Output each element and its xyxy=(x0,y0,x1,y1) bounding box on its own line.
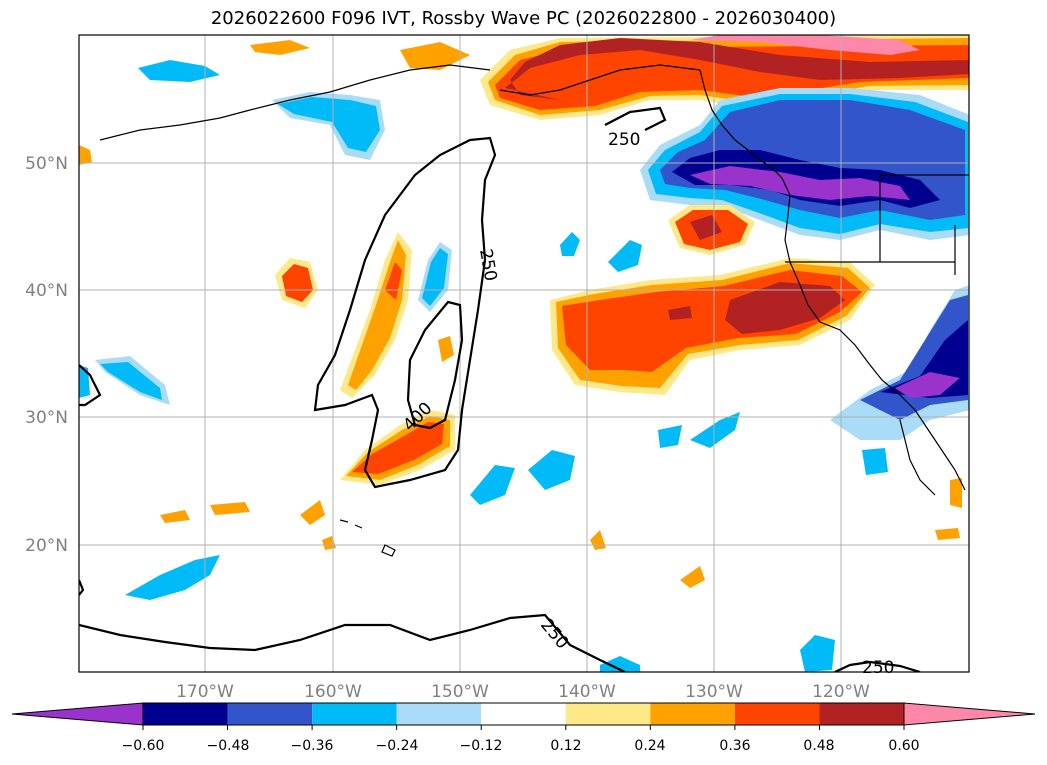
map-title: 2026022600 F096 IVT, Rossby Wave PC (202… xyxy=(210,8,837,29)
positive-anomaly-small-10 xyxy=(79,145,92,165)
positive-anomaly-east-pacific-darkred-small xyxy=(668,306,692,320)
contour-label-north: 250 xyxy=(608,130,640,150)
contour-250-west-south xyxy=(79,579,85,596)
lat-label-50n: 50°N xyxy=(25,154,68,174)
colorbar-label-n012: −0.12 xyxy=(460,738,503,754)
positive-anomaly-small-9 xyxy=(400,42,470,70)
positive-anomaly-gulf-core-pink xyxy=(690,35,920,55)
colorbar-bin-6 xyxy=(565,703,651,725)
positive-anomaly-small-8 xyxy=(250,40,310,55)
contour-250-southeast xyxy=(834,660,921,672)
positive-anomaly-south-central-red xyxy=(352,422,444,474)
colorbar-bin-8 xyxy=(734,703,820,725)
contour-400-inner xyxy=(406,300,464,430)
colorbar-bin-9 xyxy=(819,703,904,725)
contour-label-southeast: 250 xyxy=(862,658,894,678)
lat-label-20n: 20°N xyxy=(25,536,68,556)
negative-anomaly-south-7 xyxy=(800,635,835,672)
ivt-contour-lines xyxy=(79,106,921,672)
negative-anomaly-south-3 xyxy=(125,555,220,600)
latitude-labels: 50°N 40°N 30°N 20°N xyxy=(25,154,68,556)
contour-250-central xyxy=(313,136,497,489)
colorbar xyxy=(11,702,1036,730)
longitude-labels: 170°W 160°W 150°W 140°W 130°W 120°W xyxy=(176,682,870,702)
negative-anomaly-south-6 xyxy=(862,448,888,475)
colorbar-label-036: 0.36 xyxy=(719,738,750,754)
lon-label-130w: 130°W xyxy=(685,682,743,702)
colorbar-bin-5 xyxy=(481,703,566,725)
colorbar-label-012: 0.12 xyxy=(550,738,581,754)
colorbar-outline xyxy=(142,702,905,726)
colorbar-extend-low xyxy=(11,702,144,726)
lon-label-150w: 150°W xyxy=(431,682,489,702)
colorbar-bin-4 xyxy=(396,703,482,725)
lat-label-30n: 30°N xyxy=(25,408,68,428)
negative-anomaly-southwest-us-purple xyxy=(895,372,960,398)
negative-anomaly-south-5 xyxy=(658,425,682,448)
contour-250-west xyxy=(79,364,102,407)
colorbar-bin-1 xyxy=(143,703,228,725)
positive-anomaly-small-11 xyxy=(950,478,962,508)
colorbar-label-n060: −0.60 xyxy=(122,738,165,754)
positive-anomaly-small-6 xyxy=(680,566,705,588)
colorbar-bin-2 xyxy=(227,703,313,725)
colorbar-bin-7 xyxy=(650,703,735,725)
contour-250-north xyxy=(604,106,667,131)
negative-anomaly-south-8 xyxy=(600,656,640,672)
positive-anomaly-small-3 xyxy=(160,510,190,523)
negative-anomaly-northwest-small xyxy=(138,60,220,82)
positive-anomaly-small-1 xyxy=(438,336,454,362)
lon-label-160w: 160°W xyxy=(304,682,362,702)
negative-anomaly-filament-central-cyan xyxy=(422,248,448,306)
colorbar-labels: −0.60 −0.48 −0.36 −0.24 −0.12 0.12 0.24 … xyxy=(122,738,920,754)
positive-anomaly-small-7 xyxy=(935,528,960,540)
colorbar-label-n048: −0.48 xyxy=(207,738,250,754)
negative-anomaly-central-small xyxy=(560,232,580,256)
positive-anomaly-gulf-core-darkred xyxy=(505,38,969,100)
colorbar-label-060: 0.60 xyxy=(888,738,919,754)
negative-anomaly-south-1 xyxy=(470,465,515,505)
negative-anomaly-pacific-northwest-purple xyxy=(690,166,910,200)
negative-anomaly-central-small-2 xyxy=(608,240,642,272)
negative-anomaly-south-4 xyxy=(690,412,740,448)
colorbar-label-n024: −0.24 xyxy=(376,738,419,754)
negative-anomaly-north-pacific-cyan xyxy=(278,97,380,152)
colorbar-label-024: 0.24 xyxy=(634,738,665,754)
gridlines xyxy=(79,35,969,672)
positive-anomaly-east-pacific-darkred xyxy=(725,282,845,334)
negative-anomaly-south-2 xyxy=(528,450,575,490)
positive-anomaly-blob-west-red xyxy=(282,264,313,302)
lon-label-140w: 140°W xyxy=(558,682,616,702)
colorbar-label-048: 0.48 xyxy=(803,738,834,754)
lon-label-120w: 120°W xyxy=(812,682,870,702)
lon-label-170w: 170°W xyxy=(176,682,234,702)
coastlines xyxy=(99,64,969,557)
colorbar-extend-high xyxy=(903,702,1036,726)
map-border xyxy=(78,34,970,673)
positive-anomaly-small-2 xyxy=(210,502,250,515)
colorbar-bin-3 xyxy=(312,703,397,725)
positive-anomaly-small-4 xyxy=(300,500,325,525)
negative-anomaly-west-1-cyan xyxy=(100,362,162,400)
contour-250-south xyxy=(79,613,626,672)
colorbar-label-n036: −0.36 xyxy=(291,738,334,754)
lat-label-40n: 40°N xyxy=(25,281,68,301)
